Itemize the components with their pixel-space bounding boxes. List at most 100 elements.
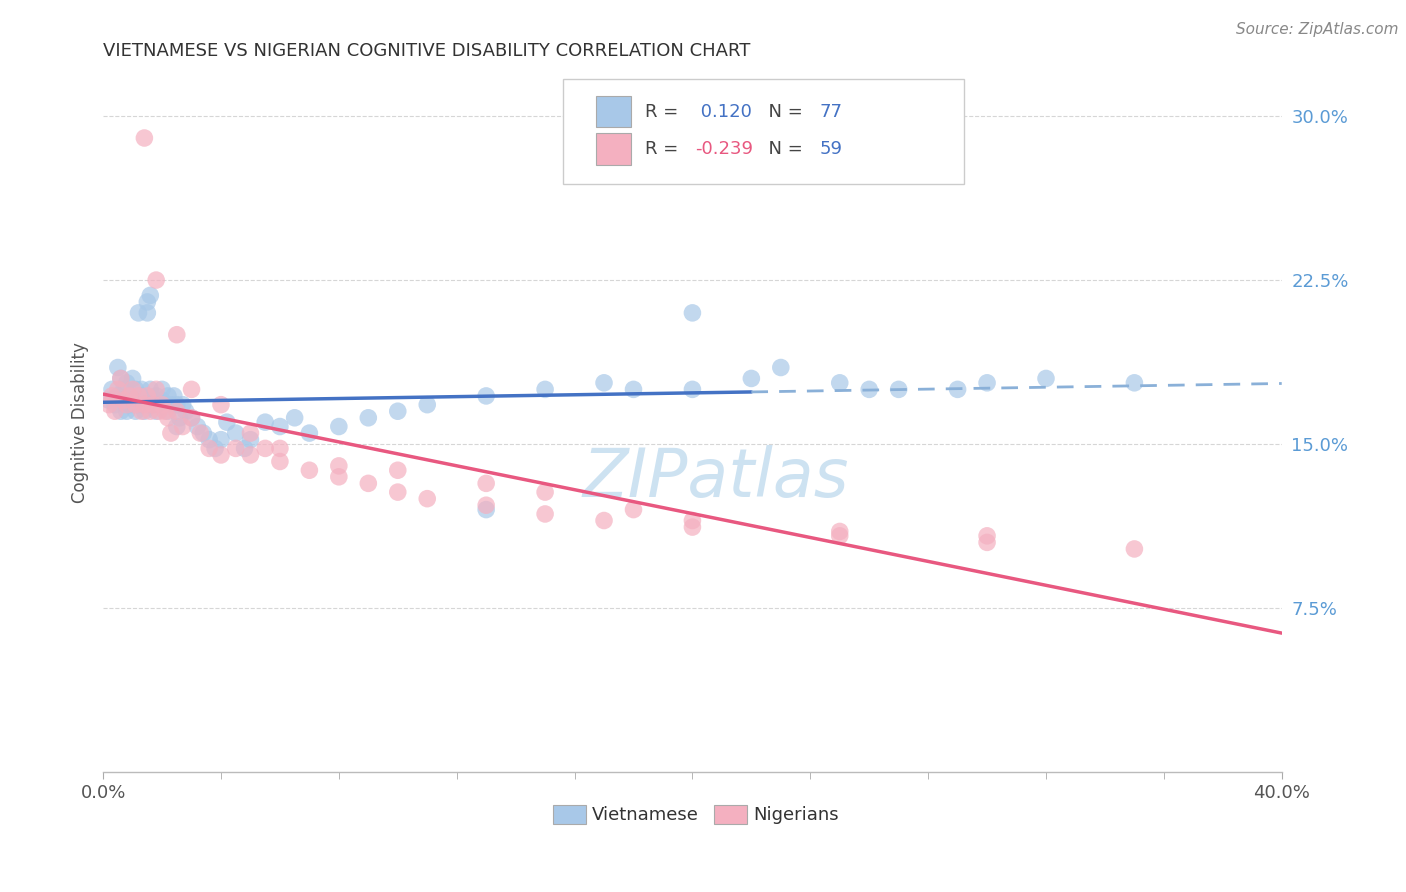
Point [269, 442, 291, 456]
Point [118, 389, 141, 403]
Point [172, 419, 194, 434]
Point [145, 404, 167, 418]
Text: Nigerians: Nigerians [754, 806, 839, 824]
Point [124, 383, 146, 397]
Point [156, 410, 179, 425]
Point [166, 419, 188, 434]
Point [107, 383, 129, 397]
Point [475, 498, 498, 512]
Point [134, 398, 156, 412]
Point [328, 470, 350, 484]
Point [204, 442, 226, 456]
Point [233, 442, 256, 456]
Point [112, 393, 135, 408]
Point [387, 485, 409, 500]
Point [681, 383, 703, 397]
Point [623, 383, 645, 397]
Point [209, 398, 232, 412]
Point [131, 389, 153, 403]
Point [269, 419, 291, 434]
Point [110, 404, 132, 418]
Point [976, 376, 998, 390]
Point [156, 389, 179, 403]
Text: VIETNAMESE VS NIGERIAN COGNITIVE DISABILITY CORRELATION CHART: VIETNAMESE VS NIGERIAN COGNITIVE DISABIL… [103, 42, 751, 60]
Point [136, 389, 159, 403]
Text: R =: R = [645, 140, 685, 159]
Point [1123, 541, 1146, 556]
Point [298, 463, 321, 477]
Point [131, 404, 153, 418]
Point [148, 398, 170, 412]
Point [534, 383, 557, 397]
Point [1123, 376, 1146, 390]
Point [186, 419, 208, 434]
Point [239, 433, 262, 447]
Point [110, 371, 132, 385]
Point [127, 306, 149, 320]
Point [180, 410, 202, 425]
Point [118, 398, 141, 412]
Point [160, 426, 183, 441]
Point [416, 491, 439, 506]
Y-axis label: Cognitive Disability: Cognitive Disability [72, 342, 89, 502]
Point [118, 389, 141, 403]
Point [115, 404, 138, 418]
Point [150, 398, 173, 412]
Point [142, 398, 165, 412]
Point [475, 502, 498, 516]
Text: 0.120: 0.120 [695, 103, 752, 120]
Text: -0.239: -0.239 [695, 140, 752, 159]
Point [976, 535, 998, 549]
Point [769, 360, 792, 375]
Point [416, 398, 439, 412]
Point [134, 393, 156, 408]
Point [681, 306, 703, 320]
Text: N =: N = [758, 140, 808, 159]
Point [328, 419, 350, 434]
Point [828, 524, 851, 539]
Point [124, 398, 146, 412]
Point [269, 454, 291, 468]
Point [139, 404, 162, 418]
Point [142, 398, 165, 412]
Point [534, 485, 557, 500]
Point [98, 393, 121, 408]
Point [623, 502, 645, 516]
Point [112, 393, 135, 408]
Text: R =: R = [645, 103, 685, 120]
FancyBboxPatch shape [714, 805, 747, 824]
Point [209, 448, 232, 462]
Text: 59: 59 [820, 140, 842, 159]
Point [163, 389, 186, 403]
Point [115, 376, 138, 390]
Point [593, 514, 616, 528]
Point [475, 389, 498, 403]
Point [740, 371, 762, 385]
Point [134, 404, 156, 418]
Point [328, 458, 350, 473]
Point [136, 294, 159, 309]
Point [101, 383, 124, 397]
Point [357, 410, 380, 425]
Point [887, 383, 910, 397]
Point [156, 404, 179, 418]
Point [139, 383, 162, 397]
Point [193, 426, 215, 441]
Point [828, 529, 851, 543]
Point [180, 410, 202, 425]
Point [298, 426, 321, 441]
Point [681, 520, 703, 534]
Point [121, 393, 143, 408]
Point [180, 383, 202, 397]
Point [254, 415, 277, 429]
Point [134, 131, 156, 145]
Point [534, 507, 557, 521]
Point [225, 442, 247, 456]
Point [858, 383, 880, 397]
Point [254, 442, 277, 456]
Point [387, 404, 409, 418]
Point [127, 389, 149, 403]
Point [124, 404, 146, 418]
Text: Source: ZipAtlas.com: Source: ZipAtlas.com [1236, 22, 1399, 37]
Point [239, 448, 262, 462]
